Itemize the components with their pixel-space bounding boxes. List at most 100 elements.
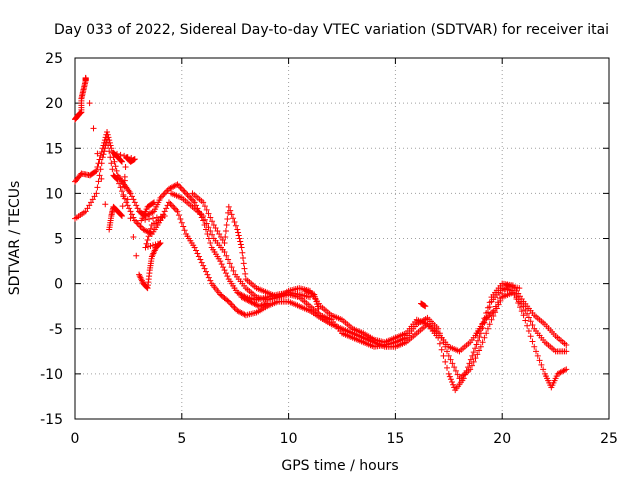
data-point (130, 233, 137, 240)
data-point (108, 145, 115, 152)
data-point (501, 286, 508, 293)
data-point (165, 199, 172, 206)
data-point (111, 158, 118, 165)
data-point (133, 202, 140, 209)
y-tick-label: 25 (45, 51, 63, 67)
data-point (472, 355, 479, 362)
data-point (454, 371, 461, 378)
data-point (89, 196, 96, 203)
data-point (127, 215, 134, 222)
data-point (124, 196, 131, 203)
data-point (104, 129, 111, 136)
data-point (147, 225, 154, 232)
data-point (160, 191, 167, 198)
data-point (451, 364, 458, 371)
data-point (180, 223, 187, 230)
y-tick-label: 10 (45, 186, 63, 202)
data-point (200, 212, 207, 219)
data-point (479, 339, 486, 346)
data-point (193, 247, 200, 254)
data-point (92, 168, 99, 175)
y-tick-label: -15 (40, 412, 63, 428)
data-point (94, 164, 101, 171)
data-point (97, 166, 104, 173)
y-tick-label: 15 (45, 141, 63, 157)
data-point (88, 199, 95, 206)
data-point (563, 341, 570, 348)
x-tick-label: 25 (600, 431, 618, 447)
y-tick-label: 20 (45, 96, 63, 112)
data-point (234, 226, 241, 233)
data-point (126, 205, 133, 212)
data-point (151, 199, 158, 206)
data-point (205, 274, 212, 281)
data-point (469, 352, 476, 359)
data-point (525, 328, 532, 335)
data-point (86, 100, 93, 107)
data-point (306, 289, 313, 296)
y-axis-label: SDTVAR / TECUs (7, 181, 23, 296)
data-point (120, 193, 127, 200)
data-point (91, 193, 98, 200)
data-point (146, 229, 153, 236)
data-point (180, 187, 187, 194)
data-point (207, 214, 214, 221)
data-point (173, 182, 180, 189)
data-point (533, 348, 540, 355)
x-tick-label: 20 (493, 431, 511, 447)
data-point (520, 312, 527, 319)
data-point (170, 203, 177, 210)
data-point (94, 150, 101, 157)
data-point (450, 381, 457, 388)
data-point (124, 202, 131, 209)
data-point (236, 235, 243, 242)
data-point (183, 190, 190, 197)
data-point (112, 163, 119, 170)
data-point (445, 370, 452, 377)
data-point (522, 317, 529, 324)
data-point (116, 180, 123, 187)
data-point (228, 301, 235, 308)
data-point (118, 158, 125, 165)
data-point (444, 364, 451, 371)
data-point (224, 297, 231, 304)
data-point (561, 367, 568, 374)
data-point (220, 264, 227, 271)
data-point (224, 215, 231, 222)
data-point (223, 252, 230, 259)
data-points (72, 74, 570, 394)
y-tick-label: 5 (54, 232, 63, 248)
data-point (102, 201, 109, 208)
data-point (96, 172, 103, 179)
data-point (99, 154, 106, 161)
data-point (474, 351, 481, 358)
data-point (181, 188, 188, 195)
data-point (241, 265, 248, 272)
data-point (161, 190, 168, 197)
data-point (146, 215, 153, 222)
data-point (128, 193, 135, 200)
data-point (204, 271, 211, 278)
data-point (161, 212, 168, 219)
data-point (103, 139, 110, 146)
data-point (118, 188, 125, 195)
data-point (214, 227, 221, 234)
data-point (149, 215, 156, 222)
series-group (189, 190, 570, 355)
data-point (207, 227, 214, 234)
data-point (149, 200, 156, 207)
data-point (200, 199, 207, 206)
data-point (107, 154, 114, 161)
data-point (163, 188, 170, 195)
data-point (218, 261, 225, 268)
data-point (114, 176, 121, 183)
data-point (225, 203, 232, 210)
data-point (235, 229, 242, 236)
data-point (142, 244, 149, 251)
series-group (72, 74, 168, 292)
data-point (240, 260, 247, 267)
data-point (221, 240, 228, 247)
data-point (228, 264, 235, 271)
x-tick-label: 10 (280, 431, 298, 447)
data-point (121, 183, 128, 190)
